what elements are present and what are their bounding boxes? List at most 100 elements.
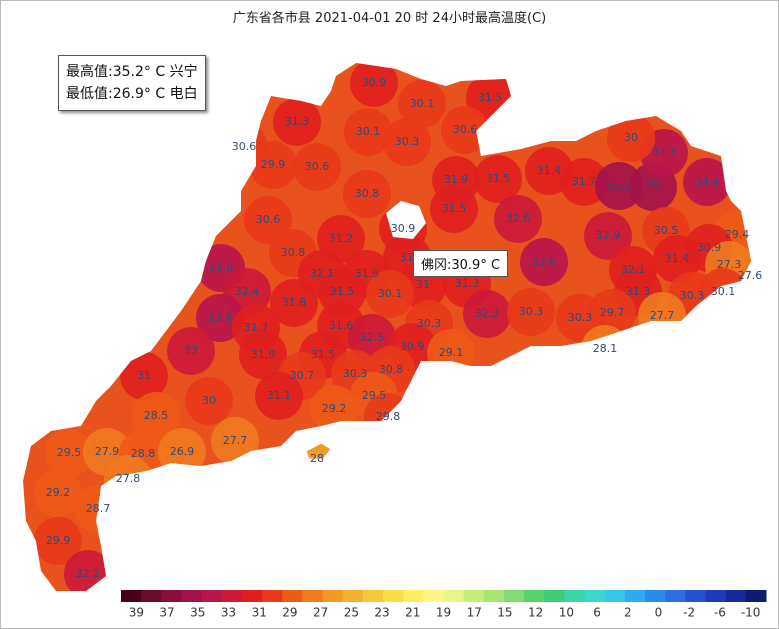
legend-tick-label: -10 [741,606,761,620]
station-value: 31.3 [285,115,310,128]
station-value: 30.6 [256,213,281,226]
min-text: 最低值:26.9° C 电白 [66,86,198,102]
station-value: 31.1 [267,389,292,402]
region [167,327,215,375]
legend-tick-label: 33 [221,606,236,620]
legend-swatch [564,590,586,602]
legend-swatch [423,590,444,602]
station-value: 34.3 [652,146,677,159]
legend-swatch [141,590,162,602]
legend-swatch [645,590,666,602]
legend-swatch [745,590,767,602]
station-value: 31.4 [537,164,562,177]
station-value: 30.7 [290,369,315,382]
station-value: 30.1 [356,125,381,138]
legend-swatch [544,590,565,602]
region [383,118,431,166]
legend-swatch [483,590,505,602]
station-value: 33.8 [209,261,234,274]
station-value: 31.8 [282,296,307,309]
station-value: 31.2 [329,232,354,245]
summary-box: 最高值:35.2° C 兴宁 最低值:26.9° C 电白 [58,55,206,111]
legend-swatch [443,590,465,602]
station-value: 30 [624,131,638,144]
station-value: 32.1 [621,263,646,276]
station-value: 28 [310,452,324,465]
station-value: 30 [202,394,216,407]
region [350,63,398,107]
station-value: 31.3 [626,285,651,298]
region [120,352,168,400]
station-value: 27.7 [223,434,248,447]
station-value: 31.9 [355,267,380,280]
region [293,143,341,191]
legend-tick-label: 27 [313,606,328,620]
region [474,155,522,203]
station-value: 30.1 [378,287,403,300]
region [211,417,259,465]
station-value: 30.1 [410,97,435,110]
legend-swatch [604,590,626,602]
station-value: 31.5 [486,172,511,185]
legend-tick-label: 31 [252,606,267,620]
region [653,235,701,283]
region [273,98,321,146]
station-value: 32.9 [596,229,621,242]
station-value: 27.9 [95,445,120,458]
legend-swatch [503,590,525,602]
station-value: 31.4 [665,252,690,265]
region [494,195,542,243]
legend-swatch [463,590,485,602]
station-value: 32.4 [235,285,260,298]
station-value: 32.3 [475,307,500,320]
station-value: 31.6 [329,319,354,332]
station-value: 31 [137,369,151,382]
region [318,268,366,316]
legend-swatch [262,590,283,602]
station-value: 33 [184,344,198,357]
station-value: 29.2 [322,402,347,415]
region [507,288,555,336]
region [683,158,731,206]
station-value: 28.7 [86,502,111,515]
region [520,238,568,286]
station-value: 29.4 [725,228,750,241]
legend-swatch [524,590,545,602]
region [249,141,297,189]
station-value: 28.1 [593,342,618,355]
region [255,372,303,420]
region [584,212,632,260]
station-value: 32.2 [76,567,101,580]
legend-swatch [282,590,303,602]
legend-tick-label: 17 [467,606,482,620]
region [607,114,655,162]
station-value: 29.1 [439,346,464,359]
legend-swatch [665,590,686,602]
legend-tick-label: 29 [282,606,297,620]
legend-tick-label: 23 [374,606,389,620]
station-value: 31.5 [442,202,467,215]
station-value: 34.4 [695,175,720,188]
station-value: 30.6 [232,140,257,153]
legend-swatch [624,590,646,602]
station-value: 30.9 [362,76,387,89]
station-value: 30.9 [391,222,416,235]
station-value: 28.5 [144,409,169,422]
station-value: 30.1 [711,285,736,298]
island [305,442,332,460]
station-value: 31.5 [478,91,503,104]
legend-tick-label: -2 [683,606,695,620]
station-value: 31 [416,278,430,291]
station-value: 31.7 [572,175,597,188]
station-value: 30.3 [519,305,544,318]
region [34,517,82,565]
station-value: 30.3 [568,311,593,324]
legend-swatch [201,590,223,602]
station-value: 32.5 [360,331,385,344]
station-value: 32.1 [310,267,335,280]
station-value: 26.9 [170,445,195,458]
station-value: 29.2 [46,486,71,499]
legend-swatch [161,590,182,602]
region [270,279,318,327]
